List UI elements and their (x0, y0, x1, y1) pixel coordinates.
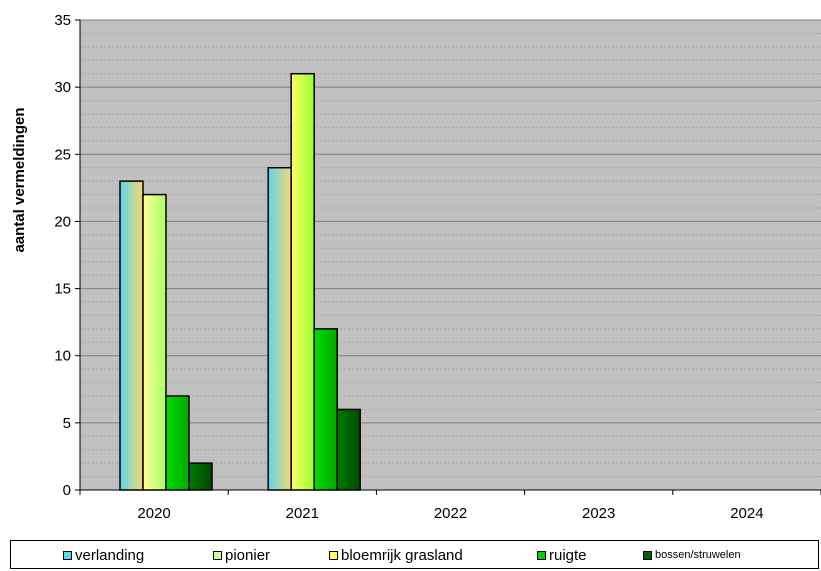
bar-ruigte-2021 (313, 328, 338, 491)
bar-ruigte-2020 (165, 395, 190, 491)
legend-swatch-bossen-struwelen (643, 550, 652, 560)
y-tick-label: 0 (63, 482, 71, 499)
plot-area (80, 20, 821, 490)
x-tick-label: 2022 (434, 505, 467, 522)
bar-bossen-struwelen-2020 (188, 462, 213, 491)
legend-label-bloemrijk-grasland: bloemrijk grasland (341, 547, 463, 564)
y-tick-label: 10 (54, 348, 71, 365)
y-tick-label: 20 (54, 213, 71, 230)
bar-verlanding-2021 (267, 166, 292, 491)
bar-chart: 0 5 10 15 20 25 30 35 2020 2021 2022 2023 2024 aanta… (11, 12, 821, 522)
legend-label-bossen-struwelen: bossen/struwelen (655, 549, 741, 561)
bar-verlanding-2020 (119, 180, 144, 491)
x-tick-label: 2023 (582, 505, 615, 522)
legend-item-verlanding: verlanding (63, 547, 144, 564)
bar-bloemrijk-grasland-2021 (290, 72, 315, 491)
axes-group: 0 5 10 15 20 25 30 35 2020 2021 2022 2023 2024 (54, 12, 821, 522)
bars-group (119, 72, 361, 491)
legend-item-bloemrijk-grasland: bloemrijk grasland (329, 547, 463, 564)
legend-label-pionier: pionier (225, 547, 271, 564)
bar-pionier-2020 (142, 193, 167, 491)
y-tick-label: 25 (54, 146, 71, 163)
x-tick-label: 2024 (730, 505, 763, 522)
legend-swatch-ruigte (537, 551, 546, 560)
legend-item-bossen-struwelen: bossen/struwelen (643, 549, 741, 561)
legend-swatch-pionier (213, 551, 222, 560)
bar-bossen-struwelen-2021 (336, 408, 361, 491)
legend-swatch-bloemrijk-grasland (329, 551, 338, 560)
y-axis-label: aantal vermeldingen (11, 107, 28, 252)
x-tick-label: 2021 (286, 505, 319, 522)
legend-item-ruigte: ruigte (537, 547, 587, 564)
y-tick-label: 15 (54, 281, 71, 298)
gridlines (80, 19, 821, 478)
legend-label-ruigte: ruigte (549, 547, 587, 564)
y-tick-label: 5 (63, 415, 71, 432)
x-tick-label: 2020 (137, 505, 170, 522)
legend: verlanding pionier bloemrijk grasland ru… (10, 540, 819, 569)
y-tick-label: 30 (54, 79, 71, 96)
y-tick-label: 35 (54, 12, 71, 29)
legend-item-pionier: pionier (213, 547, 270, 564)
legend-swatch-verlanding (63, 551, 72, 560)
legend-label-verlanding: verlanding (75, 547, 145, 564)
